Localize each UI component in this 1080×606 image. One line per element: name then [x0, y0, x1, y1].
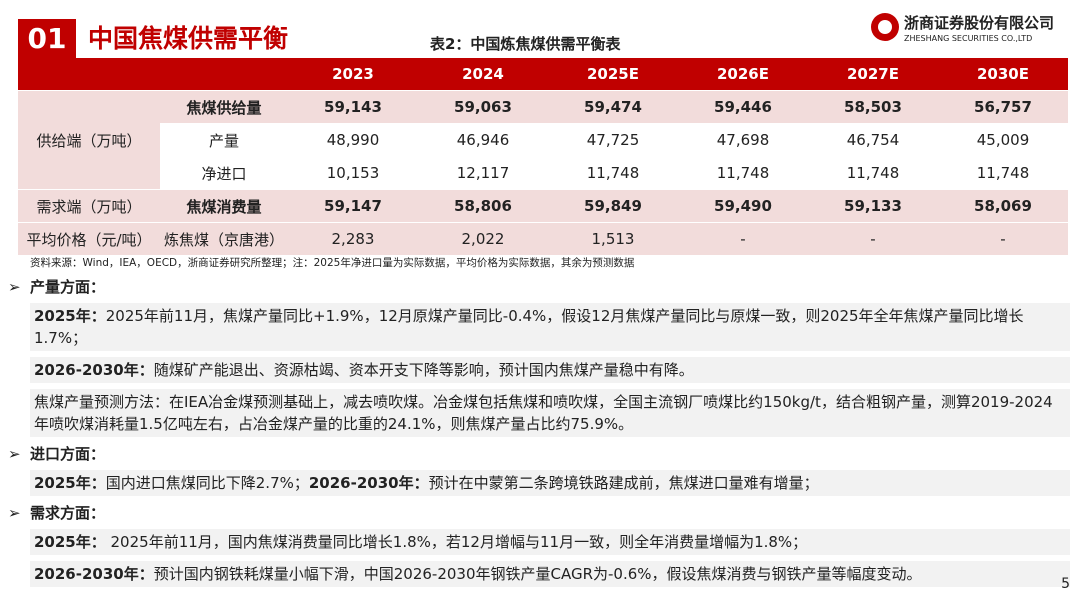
table-cell: 59,474 — [548, 90, 678, 124]
table-cell: 58,806 — [418, 189, 548, 223]
text-run: 预计在中蒙第二条跨境铁路建成前，焦煤进口量难有增量； — [428, 474, 819, 492]
table-row: 平均价格（元/吨） 炼焦煤（京唐港） 2,283 2,022 1,513- - - — [18, 222, 1068, 256]
table-cell: - — [808, 222, 938, 256]
row-group: 需求端（万吨） — [18, 189, 160, 223]
row-label: 焦煤供给量 — [160, 90, 288, 124]
heading-text: 需求方面： — [30, 504, 106, 522]
paragraph: 焦煤产量预测方法：在IEA冶金煤预测基础上，减去喷吹煤。冶金煤包括焦煤和喷吹煤，… — [30, 389, 1070, 437]
table-caption: 表2：中国炼焦煤供需平衡表 — [430, 35, 621, 53]
text-run: 2025年： — [34, 307, 106, 325]
row-label: 炼焦煤（京唐港） — [160, 222, 288, 256]
table-cell: 12,117 — [418, 156, 548, 190]
table-cell: 59,147 — [288, 189, 418, 223]
table-cell: 59,446 — [678, 90, 808, 124]
table-cell: 59,490 — [678, 189, 808, 223]
text-run: 2026-2030年： — [308, 474, 429, 492]
section-heading: ➢ 需求方面： — [8, 502, 1070, 524]
table-cell: 58,069 — [938, 189, 1068, 223]
table-cell: 59,143 — [288, 90, 418, 124]
bullet-arrow: ➢ — [8, 278, 21, 296]
table-row: 供给端（万吨） 焦煤供给量 59,143 59,063 59,474 59,446 58,5… — [18, 90, 1068, 190]
table-cell: 59,063 — [418, 90, 548, 124]
row-group: 供给端（万吨） — [18, 90, 160, 190]
paragraph: 2025年： 2025年前11月，国内焦煤消费量同比增长1.8%，若12月增幅与… — [30, 529, 1070, 555]
table-cell: 2,022 — [418, 222, 548, 256]
text-run: 2026-2030年： — [34, 565, 154, 583]
logo-icon — [871, 13, 899, 41]
table-cell: 1,513 — [548, 222, 678, 256]
text-run: 国内进口焦煤同比下降2.7%； — [105, 474, 309, 492]
table-cell: 48,990 — [288, 123, 418, 157]
column-header: 2026E — [678, 58, 808, 91]
heading-text: 产量方面： — [30, 278, 106, 296]
row-label: 焦煤消费量 — [160, 189, 288, 223]
table-cell: 2,283 — [288, 222, 418, 256]
table-cell: 45,009 — [938, 123, 1068, 157]
text-run: 2025年前11月，国内焦煤消费量同比增长1.8%，若12月增幅与11月一致，则… — [105, 533, 808, 551]
paragraph: 2025年：2025年前11月，焦煤产量同比+1.9%，12月原煤产量同比-0.… — [30, 303, 1070, 351]
paragraph: 2026-2030年：随煤矿产能退出、资源枯竭、资本开支下降等影响，预计国内焦煤… — [30, 357, 1070, 383]
text-run: 2025年： — [34, 474, 106, 492]
source-note: 资料来源：Wind，IEA，OECD，浙商证券研究所整理；注：2025年净进口量… — [30, 257, 635, 269]
page-number: 5 — [1061, 576, 1070, 592]
table-cell: 11,748 — [808, 156, 938, 190]
section-heading: ➢ 产量方面： — [8, 276, 1070, 298]
section-number: 01 — [18, 19, 76, 59]
table-cell: 11,748 — [938, 156, 1068, 190]
column-header: 2025E — [548, 58, 678, 91]
header-cell — [160, 58, 288, 91]
text-run: 2025年： — [34, 533, 106, 551]
heading-text: 进口方面： — [30, 445, 106, 463]
table: 2023 2024 2025E 2026E 2027E 2030E 供给端（万吨） 焦煤供给量… — [18, 58, 1068, 256]
table-cell: - — [678, 222, 808, 256]
table-cell: 46,754 — [808, 123, 938, 157]
text-run: 随煤矿产能退出、资源枯竭、资本开支下降等影响，预计国内焦煤产量稳中有降。 — [153, 361, 694, 379]
table-cell: 11,748 — [678, 156, 808, 190]
column-header: 2027E — [808, 58, 938, 91]
table-row: 需求端（万吨） 焦煤消费量 59,147 58,806 59,849 59,490 59,1… — [18, 189, 1068, 223]
table-row: 产量 48,990 46,946 47,725 47,698 46,754 45,009 — [18, 123, 1068, 157]
row-label: 净进口 — [160, 156, 288, 190]
table-cell: 46,946 — [418, 123, 548, 157]
paragraph: 2026-2030年：预计国内钢铁耗煤量小幅下滑，中国2026-2030年钢铁产… — [30, 561, 1070, 587]
table-cell: 56,757 — [938, 90, 1068, 124]
text-run: 2025年前11月，焦煤产量同比+1.9%，12月原煤产量同比-0.4%，假设1… — [34, 307, 1024, 347]
table-cell: 47,725 — [548, 123, 678, 157]
table-cell: 59,849 — [548, 189, 678, 223]
table-cell: 11,748 — [548, 156, 678, 190]
header-cell — [18, 58, 160, 91]
row-label: 产量 — [160, 123, 288, 157]
slide-title: 中国焦煤供需平衡 — [88, 24, 289, 53]
company-name: 浙商证券股份有限公司 — [904, 14, 1055, 32]
column-header: 2024 — [418, 58, 548, 91]
bullet-arrow: ➢ — [8, 504, 21, 522]
text-run: 2026-2030年： — [34, 361, 154, 379]
header-row: 2023 2024 2025E 2026E 2027E 2030E — [18, 58, 1068, 91]
table-row: 净进口 10,153 12,117 11,748 11,748 11,748 11,748 — [18, 156, 1068, 190]
company-name-en: ZHESHANG SECURITIES CO.,LTD — [904, 34, 1033, 43]
table-cell: 10,153 — [288, 156, 418, 190]
table-cell: 58,503 — [808, 90, 938, 124]
column-header: 2030E — [938, 58, 1068, 91]
column-header: 2023 — [288, 58, 418, 91]
paragraph: 2025年：国内进口焦煤同比下降2.7%；2026-2030年：预计在中蒙第二条… — [30, 470, 1070, 496]
table-cell: 59,133 — [808, 189, 938, 223]
body: ➢ 产量方面： 2025年：2025年前11月，焦煤产量同比+1.9%，12月原煤产… — [8, 276, 1070, 593]
text-run: 预计国内钢铁耗煤量小幅下滑，中国2026-2030年钢铁产量CAGR为-0.6%… — [153, 565, 922, 583]
section-heading: ➢ 进口方面： — [8, 443, 1070, 465]
table-cell: 47,698 — [678, 123, 808, 157]
text-run: 焦煤产量预测方法：在IEA冶金煤预测基础上，减去喷吹煤。冶金煤包括焦煤和喷吹煤，… — [34, 393, 1053, 433]
row-group: 平均价格（元/吨） — [18, 222, 160, 256]
bullet-arrow: ➢ — [8, 445, 21, 463]
table-cell: - — [938, 222, 1068, 256]
